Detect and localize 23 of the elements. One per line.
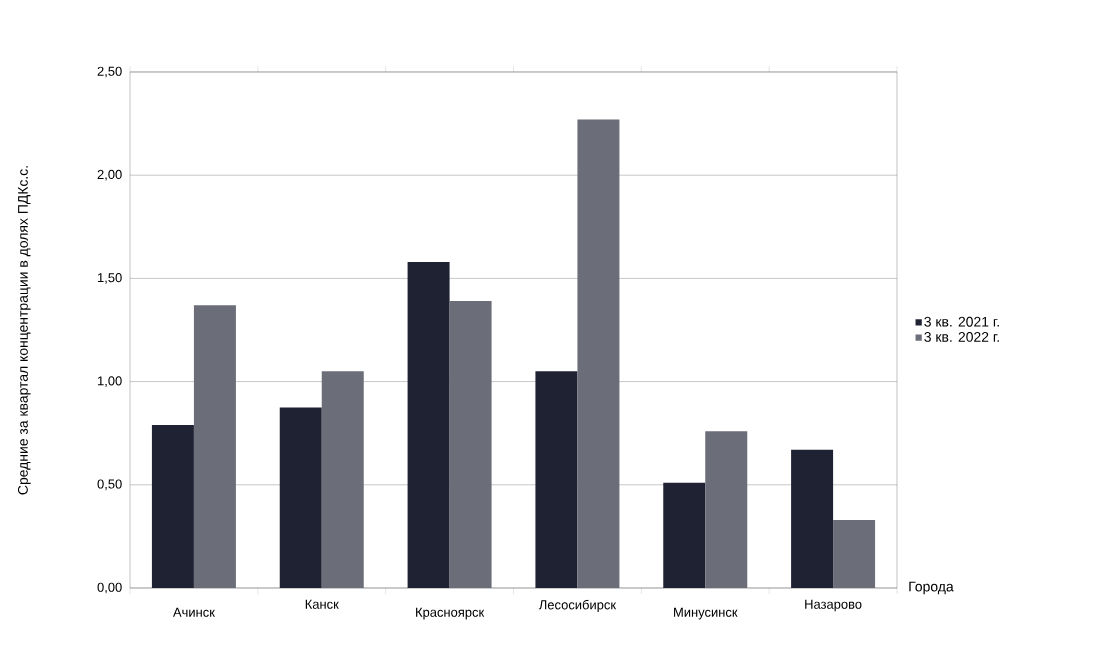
y-tick-label: 0,00	[97, 582, 122, 594]
bar	[663, 482, 706, 588]
y-axis-title: Средние за квартал концентрации в долях ПДКс.с.	[17, 166, 31, 495]
x-axis-title: Города	[909, 581, 954, 595]
bar	[151, 424, 194, 588]
x-tick-label: Ачинск	[172, 607, 215, 617]
y-tick-label: 2,50	[97, 66, 122, 78]
x-tick-label: Канск	[305, 599, 339, 609]
x-tick-label: Лесосибирск	[538, 599, 617, 612]
legend-label: 3 кв. 2022 г.	[924, 331, 999, 342]
y-tick-label: 2,00	[97, 169, 122, 181]
x-tick-label: Красноярск	[416, 607, 485, 620]
bar	[791, 449, 834, 588]
bar	[535, 371, 578, 588]
x-tick-label: Назарово	[805, 599, 862, 612]
bar	[407, 261, 450, 588]
bar	[833, 519, 876, 588]
y-tick-label: 1,50	[98, 273, 122, 284]
legend-label: 3 кв. 2021 г.	[924, 316, 999, 327]
x-tick-label: Минусинск	[674, 607, 738, 620]
bar	[279, 407, 322, 588]
y-tick-label: 1,00	[98, 376, 122, 387]
y-tick-label: 0,50	[97, 479, 122, 491]
